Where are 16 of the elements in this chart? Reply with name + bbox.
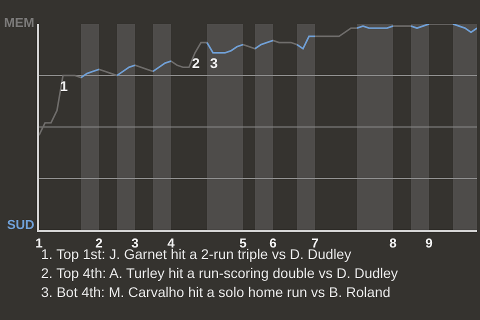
text: MEM [4, 15, 34, 30]
text: 2. Top 4th: A. Turley hit a run-scoring double vs D. Dudley [41, 265, 398, 281]
x-tick-label: 5 [239, 235, 247, 250]
text: SUD [7, 217, 34, 232]
x-tick-label: 9 [425, 235, 433, 250]
annotation: 3 [210, 55, 218, 71]
x-tick-label: 6 [269, 235, 277, 250]
x-tick-label: 3 [131, 235, 139, 250]
text: 3. Bot 4th: M. Carvalho hit a solo home run vs B. Roland [41, 284, 390, 300]
x-tick-label: 7 [311, 235, 319, 250]
x-tick-label: 8 [389, 235, 397, 250]
x-tick-label: 1 [35, 235, 43, 250]
x-tick-label: 2 [95, 235, 103, 250]
annotation: 2 [192, 55, 200, 71]
annotation: 1 [60, 78, 68, 94]
x-tick-label: 4 [167, 235, 176, 250]
